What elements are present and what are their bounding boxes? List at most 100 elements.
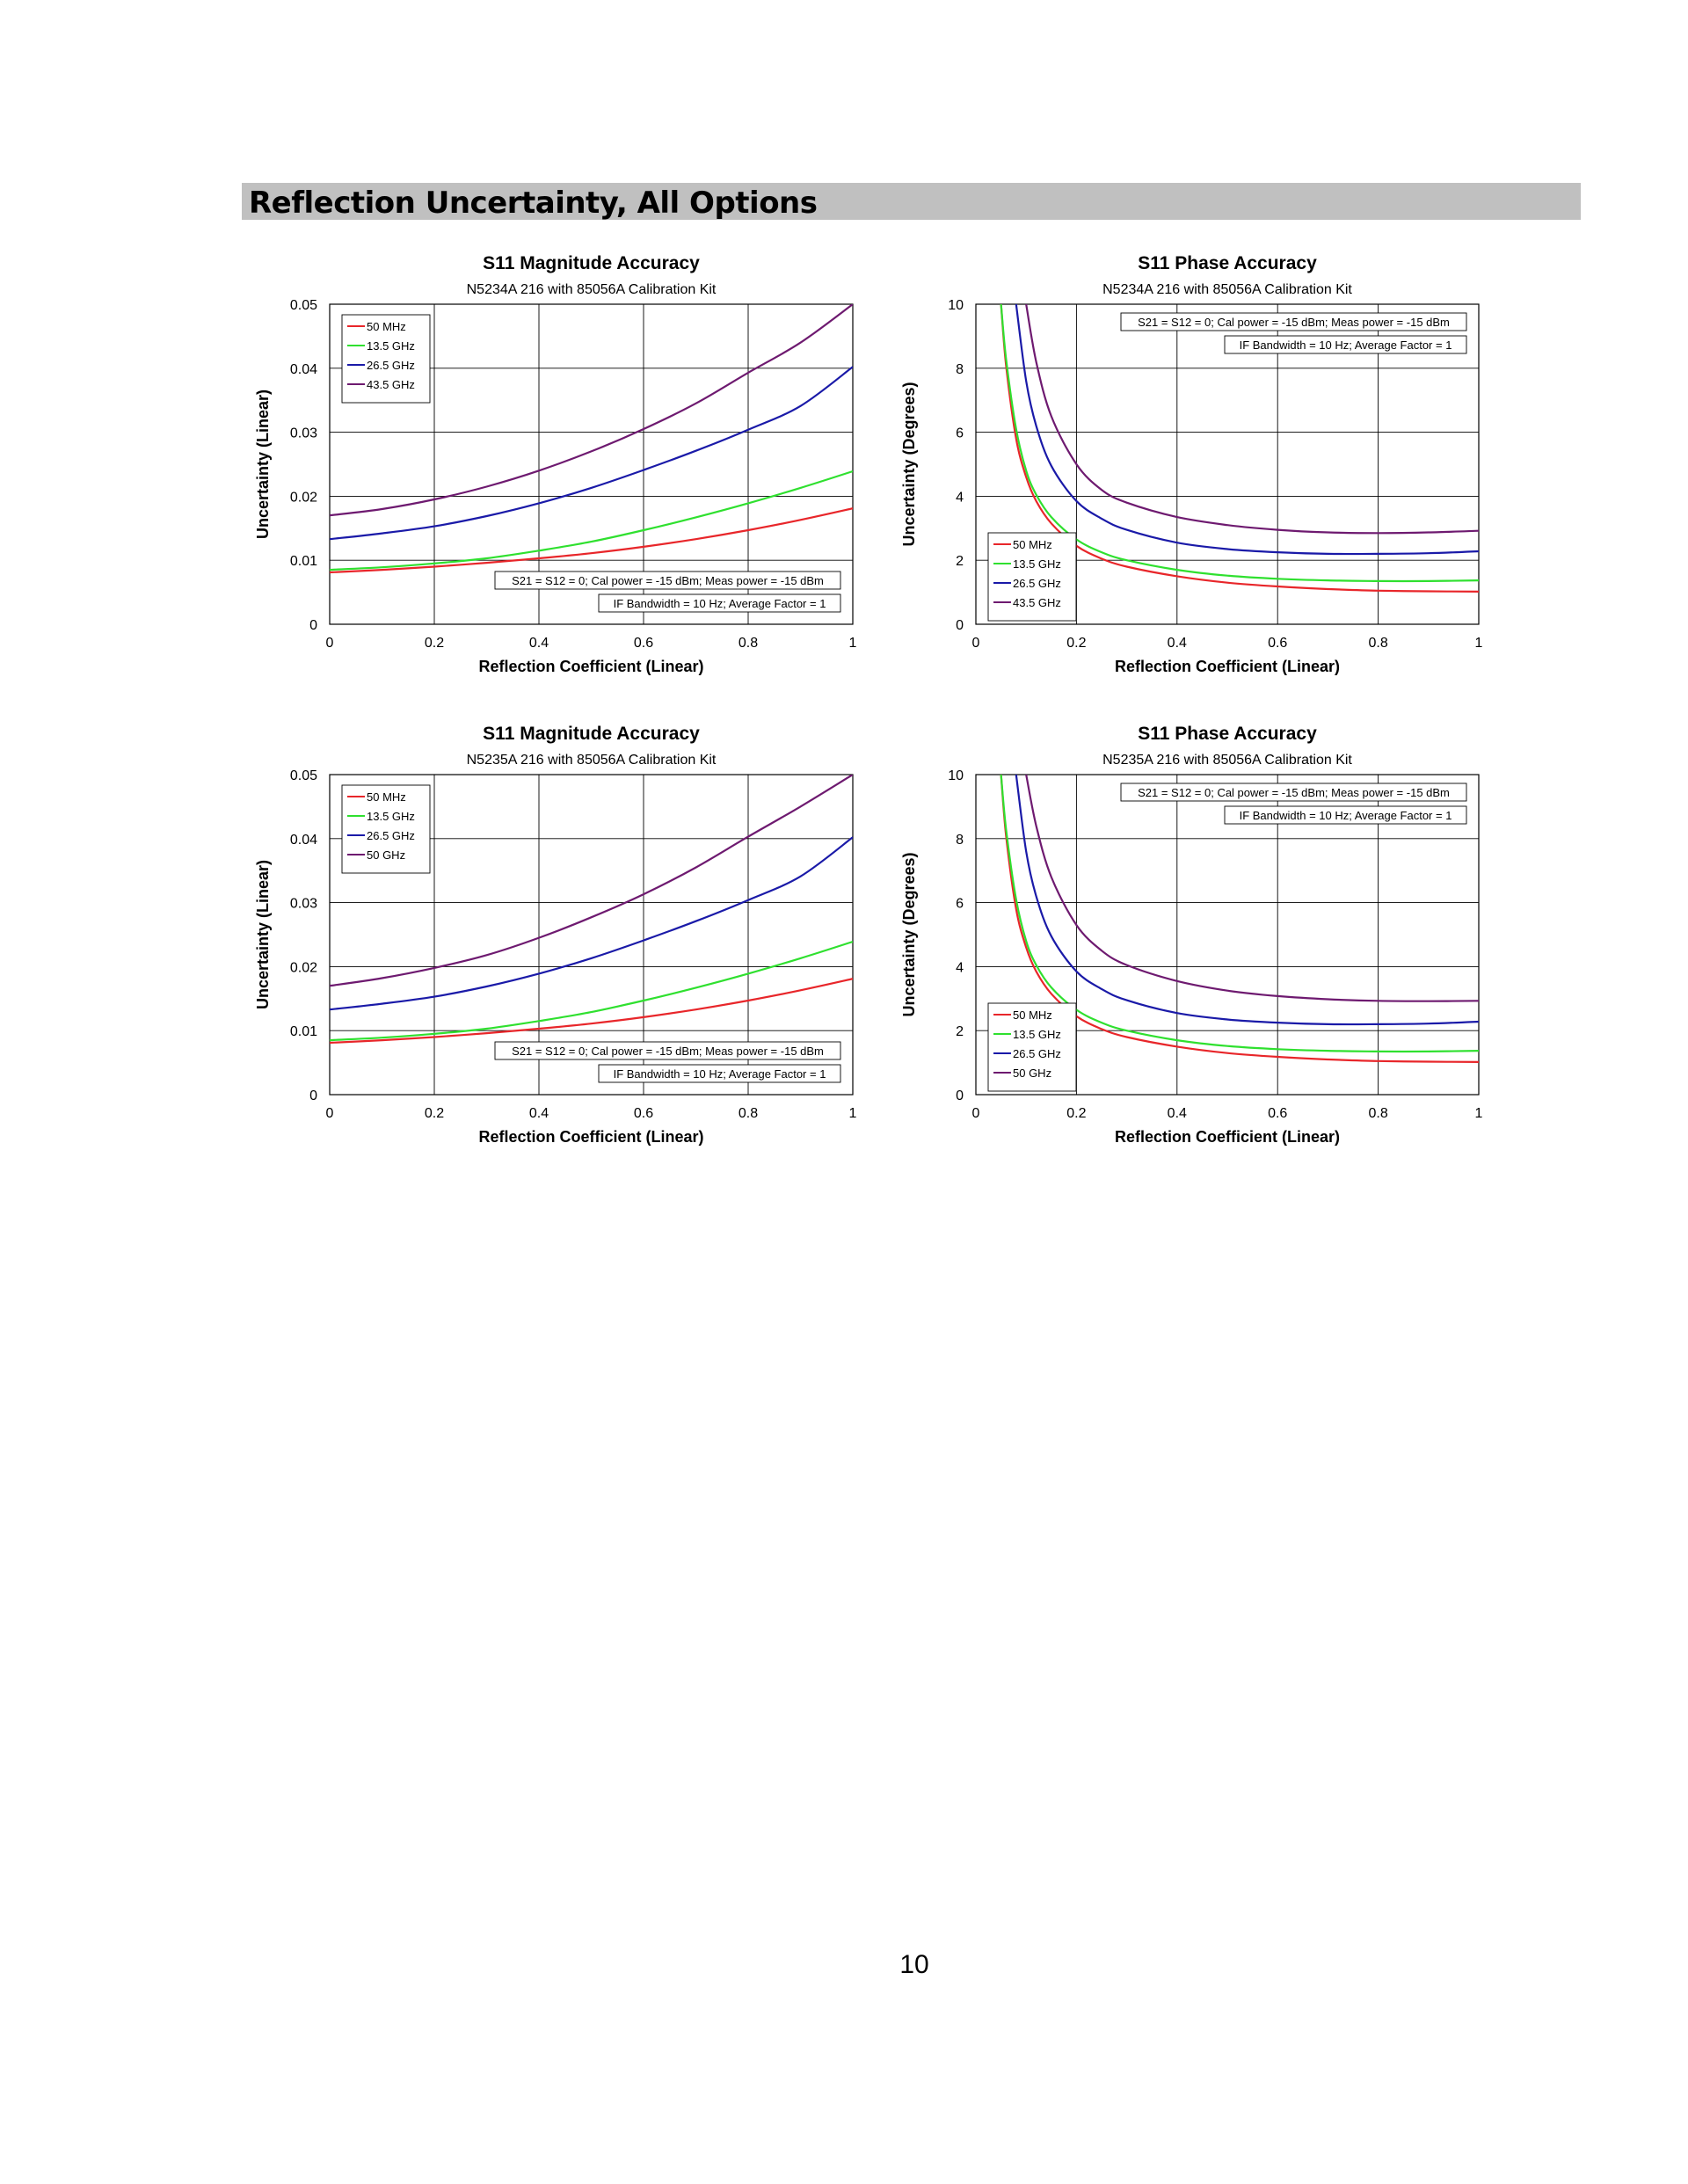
y-tick-label: 0.02	[290, 490, 317, 505]
series-line	[1025, 304, 1479, 535]
legend-label: 26.5 GHz	[1013, 1047, 1061, 1060]
x-tick-label: 0.2	[1066, 636, 1086, 651]
y-axis-label: Uncertainty (Linear)	[254, 860, 272, 1009]
y-tick-label: 6	[956, 426, 964, 441]
page-number: 10	[899, 1950, 929, 1979]
legend-label: 26.5 GHz	[367, 829, 415, 842]
legend-box	[987, 532, 1077, 622]
x-tick-label: 0	[326, 636, 334, 651]
y-tick-label: 10	[948, 768, 964, 783]
annotation-text: IF Bandwidth = 10 Hz; Average Factor = 1	[614, 1067, 826, 1081]
legend-label: 43.5 GHz	[1013, 596, 1061, 609]
x-tick-label: 1	[849, 1106, 857, 1121]
legend-box	[341, 314, 431, 404]
chart-title: S11 Phase Accuracy	[1138, 253, 1317, 273]
annotation-box	[1120, 783, 1467, 802]
series-line	[1015, 304, 1479, 556]
x-axis-label: Reflection Coefficient (Linear)	[1115, 658, 1340, 675]
chart-1: S11 Magnitude Accuracy N5234A 216 with 85…	[254, 253, 857, 675]
y-tick-label: 0.02	[290, 960, 317, 975]
y-axis-label: Uncertainty (Linear)	[254, 389, 272, 539]
section-header-bar: Reflection Uncertainty, All Options	[242, 183, 1581, 221]
series-line	[330, 507, 853, 574]
series-line	[1000, 775, 1479, 1053]
y-tick-label: 0	[956, 618, 964, 633]
y-tick-label: 8	[956, 362, 964, 377]
annotation-box	[1224, 805, 1467, 825]
series-line	[1000, 775, 1479, 1063]
series-line	[330, 366, 853, 541]
series-line	[1015, 775, 1479, 1026]
legend-label: 13.5 GHz	[367, 339, 415, 353]
y-tick-label: 0.03	[290, 426, 317, 441]
series-line	[1000, 304, 1479, 593]
annotation-text: S21 = S12 = 0; Cal power = -15 dBm; Meas…	[1138, 786, 1450, 799]
chart-subtitle: N5234A 216 with 85056A Calibration Kit	[1102, 282, 1352, 297]
annotation-box	[1224, 335, 1467, 354]
legend-label: 50 MHz	[367, 320, 406, 333]
y-tick-label: 0	[309, 1088, 317, 1103]
series-line	[330, 836, 853, 1011]
x-tick-label: 0	[326, 1106, 334, 1121]
annotation-text: IF Bandwidth = 10 Hz; Average Factor = 1	[1240, 339, 1452, 352]
legend-label: 43.5 GHz	[367, 378, 415, 391]
x-tick-label: 1	[1475, 1106, 1483, 1121]
x-tick-label: 0.6	[1268, 1106, 1287, 1121]
x-tick-label: 0.8	[1368, 636, 1387, 651]
series-line	[330, 978, 853, 1045]
legend-label: 50 MHz	[1013, 538, 1052, 551]
chart-subtitle: N5235A 216 with 85056A Calibration Kit	[1102, 753, 1352, 768]
series-line	[1000, 304, 1479, 583]
x-tick-label: 1	[849, 636, 857, 651]
legend-box	[987, 1002, 1077, 1092]
x-axis-label: Reflection Coefficient (Linear)	[1115, 1128, 1340, 1146]
series-line	[1025, 775, 1479, 1002]
legend-label: 50 GHz	[367, 848, 405, 862]
y-tick-label: 2	[956, 1024, 964, 1039]
chart-subtitle: N5234A 216 with 85056A Calibration Kit	[467, 282, 717, 297]
legend-label: 26.5 GHz	[1013, 577, 1061, 590]
legend-label: 13.5 GHz	[367, 810, 415, 823]
annotation-box	[598, 1064, 841, 1083]
chart-subtitle: N5235A 216 with 85056A Calibration Kit	[467, 753, 717, 768]
annotation-text: IF Bandwidth = 10 Hz; Average Factor = 1	[1240, 809, 1452, 822]
legend-label: 13.5 GHz	[1013, 1028, 1061, 1041]
x-tick-label: 0.2	[1066, 1106, 1086, 1121]
annotation-box	[598, 593, 841, 613]
annotation-text: S21 = S12 = 0; Cal power = -15 dBm; Meas…	[512, 1045, 824, 1058]
chart-4: S11 Phase Accuracy N5235A 216 with 85056A…	[900, 724, 1483, 1146]
series-line	[330, 304, 853, 517]
x-axis-label: Reflection Coefficient (Linear)	[478, 1128, 703, 1146]
x-tick-label: 0.4	[1168, 1106, 1187, 1121]
annotation-text: S21 = S12 = 0; Cal power = -15 dBm; Meas…	[1138, 316, 1450, 329]
x-tick-label: 0.6	[634, 1106, 653, 1121]
y-tick-label: 6	[956, 897, 964, 912]
y-tick-label: 0.05	[290, 768, 317, 783]
x-tick-label: 0.6	[1268, 636, 1287, 651]
chart-title: S11 Magnitude Accuracy	[483, 253, 700, 273]
chart-title: S11 Phase Accuracy	[1138, 724, 1317, 744]
legend-label: 13.5 GHz	[1013, 557, 1061, 571]
y-tick-label: 0.04	[290, 362, 317, 377]
x-tick-label: 0.4	[529, 636, 549, 651]
y-tick-label: 0.05	[290, 298, 317, 313]
chart-title: S11 Magnitude Accuracy	[483, 724, 700, 744]
x-tick-label: 0.8	[738, 636, 758, 651]
annotation-box	[494, 1041, 841, 1060]
y-tick-label: 0.01	[290, 554, 317, 569]
y-tick-label: 0.03	[290, 897, 317, 912]
y-tick-label: 2	[956, 554, 964, 569]
y-tick-label: 8	[956, 833, 964, 848]
x-tick-label: 0	[972, 1106, 980, 1121]
y-tick-label: 4	[956, 490, 964, 505]
legend-label: 50 MHz	[1013, 1008, 1052, 1022]
legend-label: 50 MHz	[367, 790, 406, 804]
x-tick-label: 0.4	[1168, 636, 1187, 651]
x-tick-label: 0.8	[1368, 1106, 1387, 1121]
annotation-text: IF Bandwidth = 10 Hz; Average Factor = 1	[614, 597, 826, 610]
series-line	[330, 470, 853, 571]
y-tick-label: 10	[948, 298, 964, 313]
annotation-text: S21 = S12 = 0; Cal power = -15 dBm; Meas…	[512, 574, 824, 587]
y-tick-label: 0	[309, 618, 317, 633]
